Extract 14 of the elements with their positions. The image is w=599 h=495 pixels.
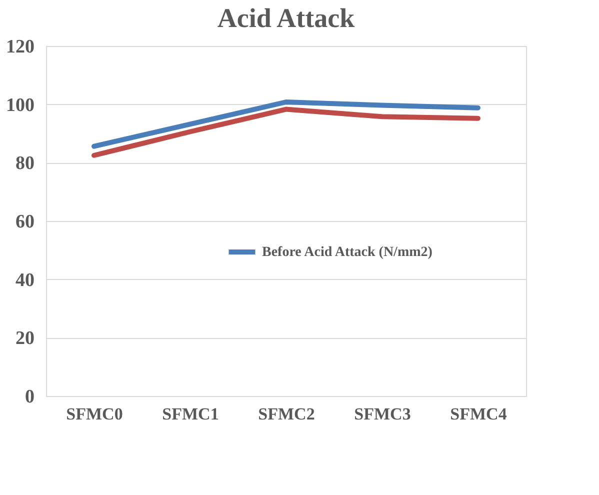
x-tick-label: SFMC0 (66, 404, 123, 424)
x-tick-label: SFMC1 (162, 404, 219, 424)
legend-label: Before Acid Attack (N/mm2) (262, 245, 433, 260)
y-tick-label: 100 (6, 94, 34, 116)
y-tick-label: 0 (25, 386, 34, 408)
y-tick-label: 80 (16, 153, 34, 174)
x-tick-label: SFMC3 (354, 404, 411, 424)
chart-title: Acid Attack (217, 3, 355, 33)
x-tick-label: SFMC4 (450, 404, 508, 424)
x-tick-label: SFMC2 (258, 404, 315, 424)
y-tick-label: 20 (16, 328, 34, 350)
y-tick-label: 40 (16, 270, 34, 291)
y-tick-label: 60 (16, 212, 34, 232)
y-tick-label: 120 (6, 36, 34, 58)
